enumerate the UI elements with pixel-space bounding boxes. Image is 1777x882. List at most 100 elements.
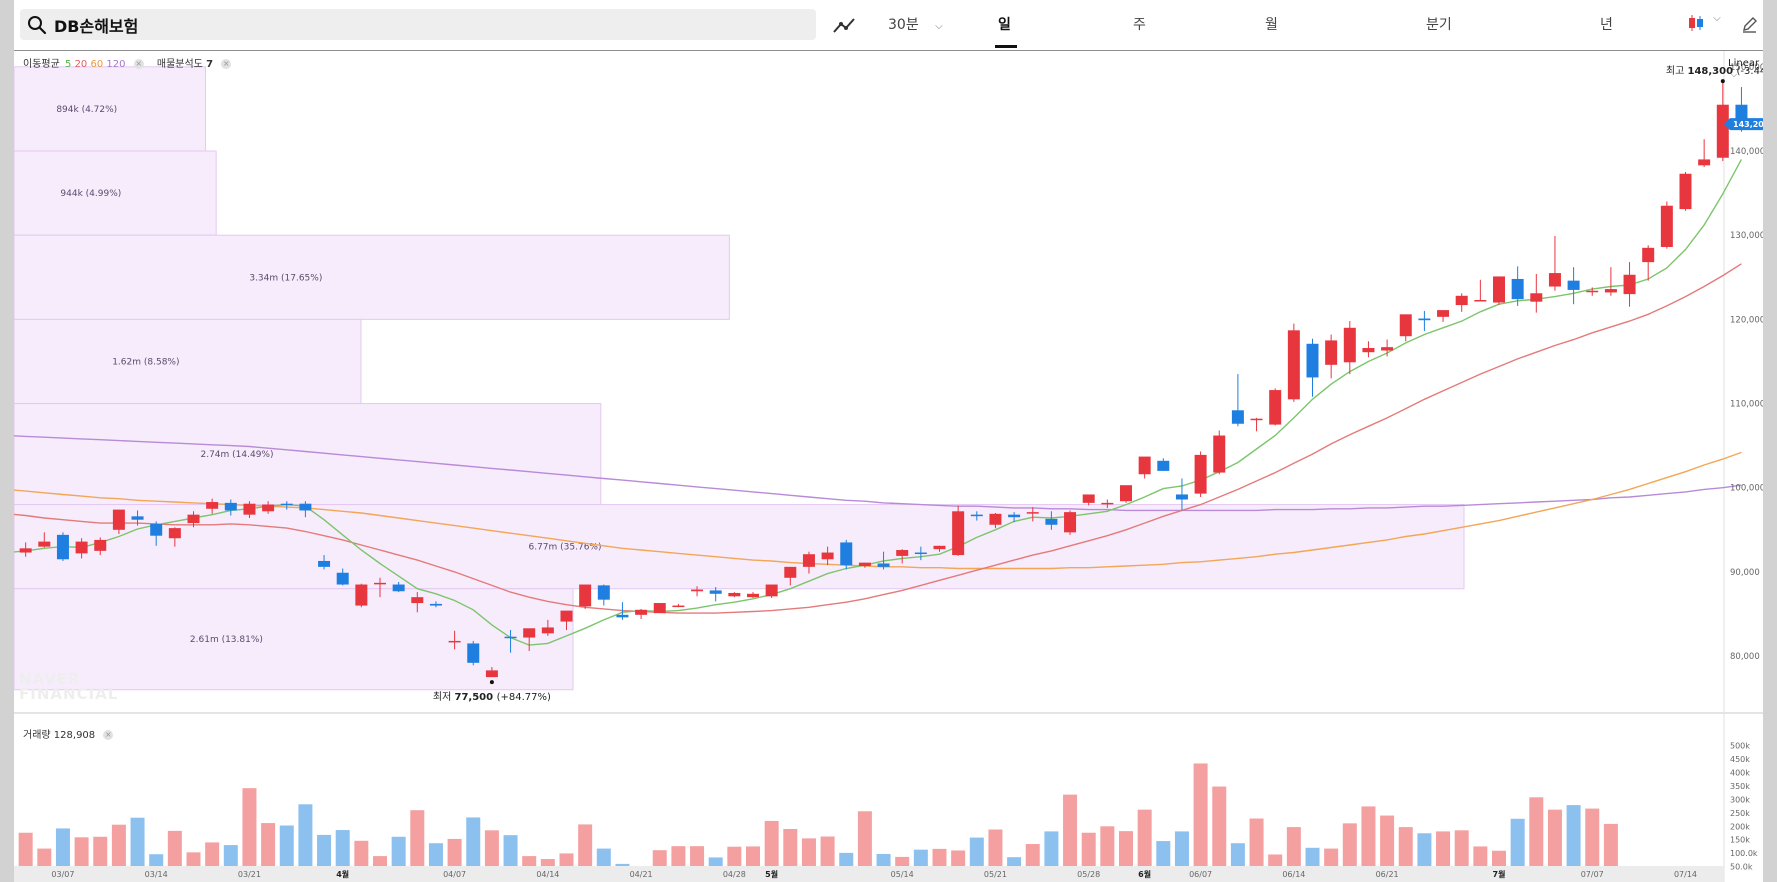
candle[interactable] (1381, 339, 1394, 357)
candle[interactable] (1325, 334, 1338, 379)
close-icon[interactable]: × (221, 59, 232, 69)
volume-bar[interactable] (1212, 786, 1227, 880)
candle[interactable] (206, 498, 219, 514)
candle[interactable] (224, 499, 237, 516)
volume-bar[interactable] (1529, 797, 1544, 880)
candle[interactable] (112, 509, 125, 535)
candle[interactable] (1474, 279, 1487, 302)
candle[interactable] (262, 501, 275, 514)
volume-bar[interactable] (1137, 809, 1152, 880)
candle[interactable] (970, 511, 983, 521)
candle[interactable] (1157, 458, 1170, 471)
tab-quarter[interactable]: 분기 (1426, 17, 1452, 33)
candle[interactable] (784, 566, 797, 586)
candle[interactable] (1567, 267, 1580, 305)
candle[interactable] (1008, 512, 1021, 523)
candle[interactable] (168, 527, 181, 547)
candle[interactable] (709, 587, 722, 602)
volume-bar[interactable] (466, 817, 481, 880)
tab-year[interactable]: 년 (1600, 17, 1613, 33)
candle[interactable] (541, 619, 554, 636)
candle[interactable] (355, 583, 368, 608)
candle[interactable] (485, 667, 498, 678)
candle[interactable] (1306, 338, 1319, 397)
volume-bar[interactable] (298, 804, 313, 880)
candle[interactable] (448, 630, 461, 650)
candle[interactable] (374, 577, 386, 598)
candle[interactable] (392, 582, 405, 593)
candle[interactable] (243, 501, 256, 519)
candle[interactable] (504, 629, 517, 653)
candle[interactable] (672, 603, 685, 608)
candle[interactable] (411, 592, 424, 613)
candle[interactable] (1287, 323, 1300, 402)
volume-bar[interactable] (1193, 763, 1208, 880)
candle[interactable] (299, 501, 312, 518)
volume-bar[interactable] (1063, 794, 1078, 880)
candle[interactable] (318, 555, 331, 570)
tab-week[interactable]: 주 (1133, 17, 1146, 33)
volume-bar[interactable] (1249, 818, 1264, 880)
candle[interactable] (560, 610, 573, 630)
candle[interactable] (840, 539, 853, 570)
volume-bar[interactable] (242, 788, 257, 880)
candle[interactable] (336, 568, 349, 586)
candle[interactable] (1455, 293, 1468, 312)
candle[interactable] (579, 584, 592, 609)
candle[interactable] (914, 546, 927, 561)
candle[interactable] (1064, 510, 1077, 535)
candle[interactable] (1120, 485, 1132, 503)
candle[interactable] (765, 584, 778, 598)
candle[interactable] (952, 505, 965, 556)
scale-mode-select[interactable]: Linear ⌵ (1728, 58, 1763, 80)
candle[interactable] (1269, 388, 1282, 426)
candle[interactable] (150, 521, 163, 546)
volume-bar[interactable] (1547, 809, 1562, 880)
candle[interactable] (747, 592, 759, 598)
candle[interactable] (1511, 266, 1524, 306)
candle[interactable] (1026, 507, 1039, 522)
candle[interactable] (821, 546, 834, 566)
tab-day[interactable]: 일 (998, 17, 1011, 33)
candle[interactable] (1493, 276, 1505, 306)
volume-legend[interactable]: 거래량 128,908 × (23, 726, 114, 741)
ma-legend[interactable]: 이동평균 5 20 60 120 × 매물분석도 7 × (23, 55, 232, 70)
candle[interactable] (1045, 511, 1058, 530)
line-chart-icon[interactable] (832, 14, 858, 36)
candle[interactable] (187, 511, 200, 528)
candle[interactable] (1194, 451, 1207, 497)
candle[interactable] (94, 537, 107, 556)
candle[interactable] (728, 592, 741, 598)
close-icon[interactable]: × (103, 730, 114, 740)
volume-bar[interactable] (130, 817, 145, 880)
volume-bar[interactable] (261, 823, 276, 880)
candle[interactable] (38, 532, 51, 548)
candle[interactable] (429, 601, 442, 608)
volume-bar[interactable] (764, 820, 779, 880)
candle[interactable] (989, 512, 1002, 529)
stock-name[interactable]: DB손해보험 (54, 16, 139, 36)
candle[interactable] (597, 584, 610, 606)
candle[interactable] (1604, 267, 1617, 296)
candle[interactable] (896, 549, 909, 564)
candle[interactable] (1530, 273, 1543, 313)
candle[interactable] (467, 640, 480, 666)
volume-bar[interactable] (1603, 823, 1618, 880)
candle[interactable] (1437, 310, 1450, 322)
candle[interactable] (877, 551, 890, 570)
chart-style-select[interactable]: ⌵ (1686, 13, 1721, 37)
candle[interactable] (1716, 81, 1729, 162)
candle[interactable] (933, 545, 946, 552)
candle[interactable] (858, 562, 871, 568)
candle[interactable] (56, 532, 69, 561)
candle[interactable] (1642, 245, 1655, 281)
candle[interactable] (1698, 139, 1711, 168)
candle[interactable] (1362, 341, 1375, 358)
candle[interactable] (1175, 478, 1188, 511)
price-chart[interactable]: 894k (4.72%) 944k (4.99%) 3.34m (17.65%) 1.… (14, 0, 1763, 882)
candle[interactable] (1213, 430, 1226, 475)
close-icon[interactable]: × (133, 59, 144, 69)
volume-bar[interactable] (1585, 808, 1600, 880)
volume-bar[interactable] (410, 810, 425, 880)
candle[interactable] (1623, 262, 1636, 307)
